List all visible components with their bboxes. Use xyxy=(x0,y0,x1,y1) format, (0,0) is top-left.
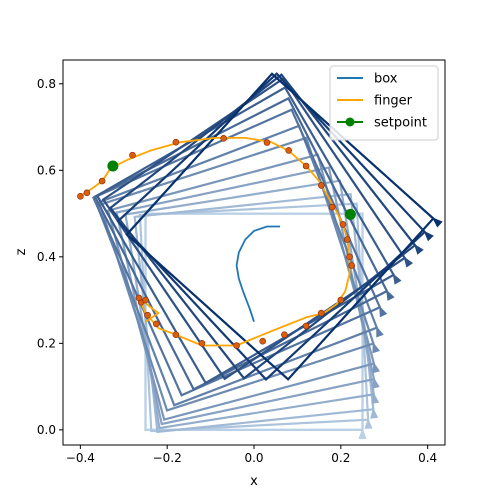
y-tick-label: 0.8 xyxy=(37,77,56,91)
finger-marker xyxy=(198,339,206,347)
finger-marker xyxy=(77,193,84,200)
y-axis: 0.0 0.2 0.4 0.6 0.8 xyxy=(37,77,63,437)
legend-label: box xyxy=(374,72,398,87)
finger-marker xyxy=(348,262,356,269)
y-axis-label: z xyxy=(14,248,29,255)
finger-marker xyxy=(317,309,325,317)
setpoint-marker xyxy=(344,208,356,220)
box-arrow xyxy=(403,256,413,268)
legend: box finger setpoint xyxy=(329,65,439,141)
finger-marker xyxy=(263,139,271,146)
y-tick-label: 0.6 xyxy=(37,163,56,177)
legend-label: setpoint xyxy=(374,116,427,131)
box-arrow xyxy=(372,361,381,374)
plot-area xyxy=(77,72,443,439)
box-frame xyxy=(125,72,435,381)
finger-marker xyxy=(144,311,151,319)
finger-marker xyxy=(302,162,310,170)
finger-marker xyxy=(259,337,267,345)
finger-marker xyxy=(339,221,347,228)
x-tick-label: 0.2 xyxy=(331,451,350,465)
box-arrow xyxy=(376,326,384,338)
y-tick-label: 0.0 xyxy=(37,423,56,437)
x-axis-label: x xyxy=(250,474,258,489)
finger-marker xyxy=(172,138,180,146)
finger-marker xyxy=(220,135,227,142)
box-arrow xyxy=(392,273,402,285)
box-arrow xyxy=(432,217,443,228)
legend-label: finger xyxy=(374,94,413,109)
box-frame xyxy=(138,202,370,433)
box-arrow xyxy=(413,243,424,255)
box-arrow xyxy=(358,428,367,439)
box-arrow xyxy=(371,392,380,404)
box-arrow xyxy=(370,407,379,419)
finger-marker xyxy=(337,296,345,304)
box-frame xyxy=(93,96,389,391)
box-frame xyxy=(116,72,427,381)
finger-marker xyxy=(285,147,293,154)
box-arrow xyxy=(386,289,395,301)
box-frame xyxy=(108,73,417,380)
finger-marker xyxy=(317,182,325,189)
box-arrow xyxy=(372,341,380,354)
finger-marker xyxy=(135,294,143,302)
box-arrow xyxy=(364,417,373,429)
box-arrow xyxy=(379,305,388,318)
x-tick-label: −0.2 xyxy=(153,451,182,465)
finger-marker xyxy=(98,177,106,185)
box-arrow xyxy=(423,230,434,242)
finger-line xyxy=(79,136,351,347)
y-tick-label: 0.4 xyxy=(37,250,56,264)
finger-marker xyxy=(233,342,240,349)
x-tick-label: 0.0 xyxy=(244,451,263,465)
finger-marker xyxy=(129,151,136,159)
finger-marker xyxy=(281,331,288,339)
y-tick-label: 0.2 xyxy=(37,336,56,350)
finger-marker xyxy=(343,236,351,243)
box-center-path xyxy=(235,225,280,322)
x-tick-label: 0.4 xyxy=(418,451,437,465)
box-frame xyxy=(144,212,364,431)
finger-marker xyxy=(346,253,353,261)
setpoint-marker xyxy=(107,160,119,172)
box-frame xyxy=(91,108,382,397)
x-tick-label: −0.4 xyxy=(66,451,95,465)
box-arrow xyxy=(372,377,380,389)
finger-marker xyxy=(153,320,160,328)
legend-marker xyxy=(345,117,355,127)
finger-marker xyxy=(83,189,91,197)
x-axis: −0.4 −0.2 0.0 0.2 0.4 xyxy=(66,445,437,465)
finger-marker xyxy=(142,296,149,304)
finger-marker xyxy=(302,322,310,330)
finger-marker xyxy=(172,331,180,339)
finger-marker xyxy=(328,203,336,211)
